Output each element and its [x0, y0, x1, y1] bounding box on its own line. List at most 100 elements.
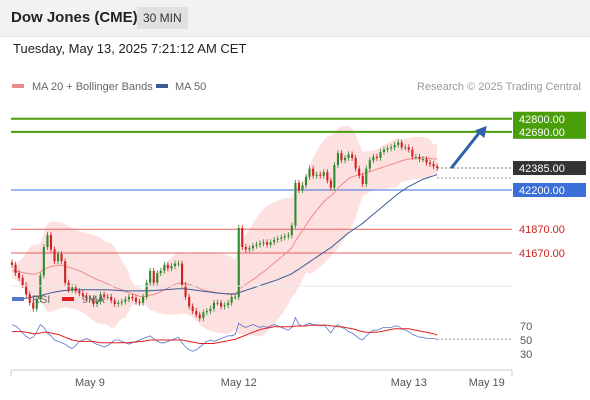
- candle-body: [195, 311, 198, 315]
- candle-body: [152, 270, 155, 283]
- candle: [138, 298, 141, 306]
- rsi-tick-50: 50: [520, 335, 532, 347]
- candle: [53, 246, 56, 265]
- candle: [28, 291, 31, 306]
- candle-body: [429, 162, 432, 164]
- candle: [142, 293, 145, 306]
- candle-body: [251, 245, 254, 249]
- candle-body: [198, 314, 201, 319]
- candle: [237, 225, 240, 300]
- candle: [18, 270, 21, 281]
- candle: [361, 172, 364, 188]
- candle-body: [305, 176, 308, 186]
- time-axis: May 9 May 12 May 13 May 19: [10, 369, 513, 389]
- candle: [195, 308, 198, 318]
- candle: [188, 293, 191, 310]
- candle: [358, 165, 361, 179]
- candle: [407, 144, 410, 153]
- candle-body: [127, 296, 130, 300]
- candle: [134, 295, 137, 305]
- candle: [248, 245, 251, 253]
- candle: [255, 241, 258, 249]
- candle-body: [333, 165, 336, 188]
- candle-body: [432, 163, 435, 167]
- candle-body: [117, 302, 120, 304]
- candle-body: [159, 270, 162, 274]
- candle: [35, 296, 38, 312]
- level-lines-layer: [11, 117, 512, 254]
- candle: [326, 169, 329, 184]
- candle: [329, 177, 332, 191]
- candle-body: [156, 273, 159, 283]
- candle-body: [301, 185, 304, 191]
- candle: [322, 169, 325, 179]
- candle: [124, 296, 127, 305]
- candle: [368, 157, 371, 172]
- candle-body: [237, 228, 240, 297]
- candle: [184, 282, 187, 300]
- candle-body: [258, 243, 261, 245]
- candle: [354, 154, 357, 172]
- candle: [110, 293, 113, 304]
- candle-body: [361, 175, 364, 185]
- candle-body: [202, 312, 205, 319]
- candle-body: [14, 264, 17, 274]
- candle: [269, 239, 272, 248]
- candle-body: [382, 149, 385, 152]
- candle-body: [131, 296, 134, 299]
- candle: [290, 222, 293, 239]
- candle-body: [188, 296, 191, 307]
- candle: [88, 295, 91, 302]
- candle-body: [145, 282, 148, 297]
- candle-body: [124, 299, 127, 302]
- candle: [96, 298, 99, 307]
- candle-body: [393, 144, 396, 148]
- candle-body: [414, 156, 417, 158]
- candle-body: [166, 264, 169, 269]
- candle-body: [351, 154, 354, 158]
- candle-body: [347, 154, 350, 158]
- candle: [202, 309, 205, 322]
- candle-body: [35, 299, 38, 309]
- candle-body: [149, 270, 152, 283]
- level-tag-42690-bg: [513, 124, 586, 139]
- candle-body: [372, 156, 375, 161]
- timeframe-badge[interactable]: 30 MIN: [137, 7, 188, 29]
- candle: [241, 225, 244, 250]
- candle-body: [99, 294, 102, 302]
- candle-body: [404, 147, 407, 149]
- candle: [234, 293, 237, 300]
- candle-body: [368, 160, 371, 169]
- candle: [230, 293, 233, 306]
- candle-body: [255, 244, 258, 246]
- candle: [297, 179, 300, 193]
- candle-body: [344, 157, 347, 161]
- candle: [429, 159, 432, 167]
- candle-body: [46, 235, 49, 247]
- candle: [152, 267, 155, 286]
- candle: [216, 299, 219, 306]
- candle: [333, 162, 336, 191]
- candle-body: [120, 301, 123, 303]
- candle-body: [177, 263, 180, 265]
- x-tick-label: May 13: [391, 377, 427, 389]
- candle-body: [181, 263, 184, 285]
- rsi-line: [11, 316, 438, 352]
- candle: [266, 239, 269, 248]
- candle-body: [32, 302, 35, 309]
- candle-body: [53, 249, 56, 262]
- candle: [347, 151, 350, 161]
- candle-body: [283, 236, 286, 238]
- candle: [220, 299, 223, 310]
- timestamp: Tuesday, May 13, 2025 7:21:12 AM CET: [13, 41, 247, 56]
- level-tag-42200-bg: [513, 183, 586, 197]
- candle-body: [312, 168, 315, 176]
- candle: [156, 270, 159, 286]
- legend-label-rsi-ma: 9MA: [82, 294, 105, 306]
- candle: [42, 244, 45, 279]
- candle: [159, 267, 162, 277]
- legend-swatch-rsi: [12, 297, 24, 301]
- candle: [308, 165, 311, 180]
- candle: [382, 146, 385, 155]
- candle: [340, 150, 343, 164]
